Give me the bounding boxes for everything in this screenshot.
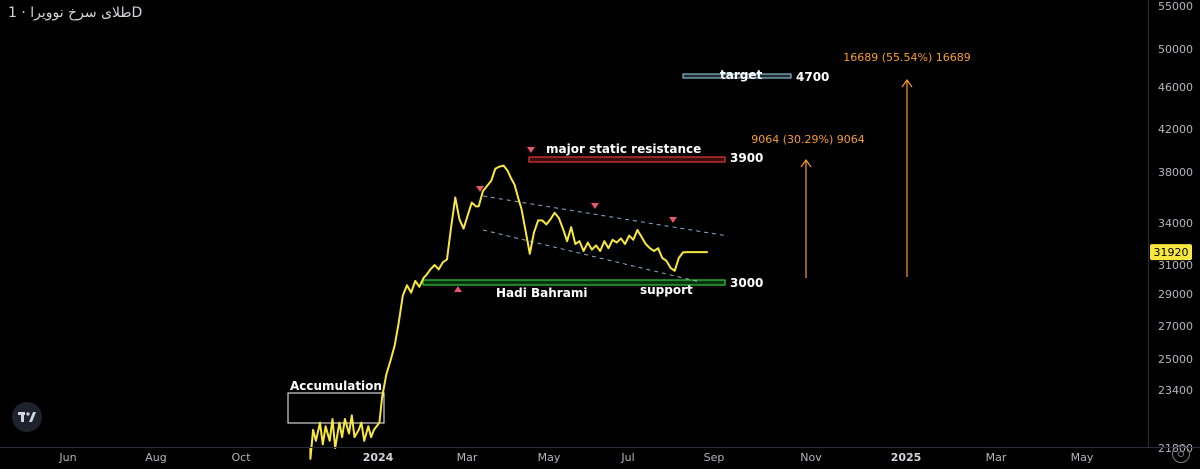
last-price-badge: [1150, 244, 1192, 261]
x-tick-label: May: [1071, 451, 1094, 464]
price-line: [309, 164, 708, 460]
pivot-low-marker: [454, 286, 462, 292]
projection-arrow-2-head: [901, 78, 913, 88]
y-tick-label: 50000: [1158, 43, 1193, 56]
x-tick-label: 2025: [891, 451, 922, 464]
x-tick-label: Jul: [620, 451, 634, 464]
tradingview-logo-icon[interactable]: [12, 402, 42, 432]
x-tick-label: Nov: [800, 451, 822, 464]
y-tick-label: 34000: [1158, 217, 1193, 230]
price-scale-border: [1148, 0, 1149, 447]
y-tick-label: 25000: [1158, 353, 1193, 366]
pivot-high-marker: [591, 203, 599, 209]
x-tick-label: Aug: [145, 451, 166, 464]
accumulation-label: Accumulation: [290, 379, 382, 393]
x-tick-label: Mar: [457, 451, 478, 464]
y-tick-label: 38000: [1158, 166, 1193, 179]
y-tick-label: 46000: [1158, 81, 1193, 94]
x-tick-label: 2024: [363, 451, 394, 464]
pivot-high-marker: [476, 186, 484, 192]
pivot-high-marker: [527, 147, 535, 153]
x-tick-label: Oct: [231, 451, 251, 464]
last-price-label: 31920: [1154, 246, 1189, 259]
y-tick-label: 27000: [1158, 320, 1193, 333]
support-band: [422, 279, 726, 286]
y-tick-label: 42000: [1158, 123, 1193, 136]
y-tick-label: 55000: [1158, 0, 1193, 13]
target-band: [682, 73, 792, 79]
y-tick-label: 29000: [1158, 288, 1193, 301]
channel-lower-line: [482, 229, 701, 283]
target-level-label: 4700: [796, 70, 829, 84]
accumulation-box: [287, 392, 385, 424]
channel-upper-line: [482, 195, 729, 237]
y-tick-label: 23400: [1158, 384, 1193, 397]
resistance-label: major static resistance: [546, 142, 701, 156]
y-tick-label: 31000: [1158, 259, 1193, 272]
projection-arrow-1-head: [800, 158, 812, 168]
x-tick-label: May: [538, 451, 561, 464]
author-label: Hadi Bahrami: [496, 286, 587, 300]
pivot-high-marker: [669, 217, 677, 223]
support-label: support: [640, 283, 693, 297]
resistance-level-label: 3900: [730, 151, 763, 165]
x-tick-label: Jun: [58, 451, 76, 464]
x-tick-label: Mar: [986, 451, 1007, 464]
support-level-label: 3000: [730, 276, 763, 290]
x-tick-label: Sep: [704, 451, 725, 464]
target-label: target: [720, 68, 762, 82]
projection-label-1: 9064 (30.29%) 9064: [751, 133, 865, 146]
time-scale-border: [0, 447, 1200, 448]
settings-gear-icon[interactable]: [1172, 445, 1190, 463]
symbol-title[interactable]: طلای سرخ نوویرا · 1D: [8, 5, 143, 21]
resistance-band: [528, 156, 726, 163]
projection-label-2: 16689 (55.54%) 16689: [843, 51, 971, 64]
